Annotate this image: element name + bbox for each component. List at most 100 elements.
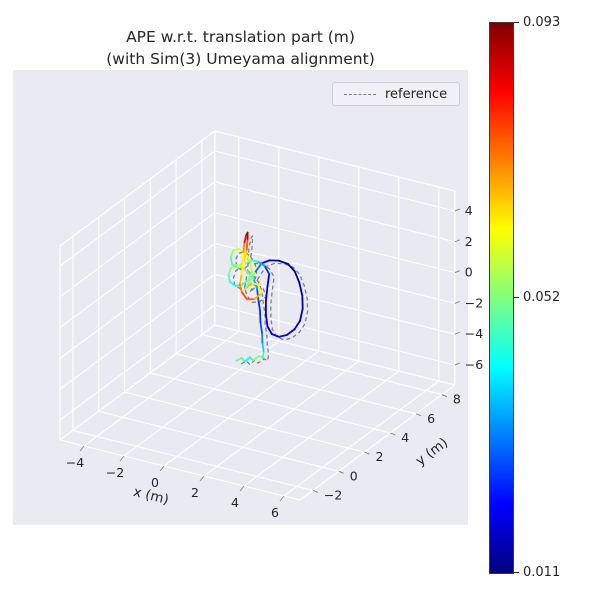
grid-line (214, 212, 455, 274)
z-tick-label: −2 (465, 295, 483, 310)
tick-mark (364, 451, 370, 455)
ape-trajectory-segment (232, 247, 240, 252)
ape-trajectory-segment (249, 259, 253, 273)
x-tick-label: 0 (151, 475, 159, 490)
grid-line (59, 273, 216, 390)
ape-trajectory-segment (254, 262, 263, 273)
pane-right (214, 131, 455, 385)
ape-trajectory-segment (266, 325, 273, 335)
grid-line (59, 181, 216, 298)
grid-line (98, 410, 339, 472)
box-edge (214, 130, 455, 192)
box-edge (59, 439, 301, 501)
tick-mark (239, 485, 245, 492)
reference-trajectory (232, 235, 309, 366)
chart-title-line1: APE w.r.t. translation part (m) (126, 28, 355, 46)
ape-trajectory-segment (245, 238, 249, 251)
grid-line (59, 242, 216, 359)
ape-trajectory-segment (264, 313, 269, 328)
ape-trajectory-segment (238, 274, 243, 286)
ape-trajectory-segment (259, 321, 263, 334)
ape-trajectory-segment (257, 299, 261, 312)
ape-trajectory-segment (299, 307, 304, 322)
ape-trajectory-segment (244, 259, 252, 265)
ape-trajectory-segment (252, 354, 261, 362)
grid-line (214, 304, 455, 366)
tick-mark (454, 270, 460, 274)
ape-trajectory-segment (253, 292, 263, 301)
ape-trajectory-segment (278, 334, 288, 338)
tick-mark (454, 362, 460, 366)
grid-line (59, 212, 216, 329)
ape-trajectory-segment (263, 264, 271, 275)
dashed-line-icon (344, 93, 376, 95)
x-tick-label: 2 (191, 485, 199, 500)
colorbar-label-max: 0.093 (523, 15, 561, 30)
chart-title-line2: (with Sim(3) Umeyama alignment) (106, 50, 375, 69)
grid-line (214, 181, 455, 243)
tick-mark (415, 413, 422, 417)
x-tick-label: 4 (231, 495, 239, 510)
z-tick-label: −4 (465, 326, 483, 341)
ape-trajectory-segment (256, 287, 260, 302)
z-tick-label: 0 (465, 265, 473, 280)
colorbar-label-min: 0.011 (523, 565, 561, 580)
ape-trajectory-segment (287, 263, 296, 273)
z-tick-label: 2 (465, 234, 473, 249)
grid-line (72, 429, 314, 491)
ape-trajectory-segment (243, 356, 251, 363)
ape-trajectory-segment (261, 341, 265, 353)
legend: reference (332, 82, 460, 106)
ape-trajectory-segment (244, 270, 257, 291)
z-tick-label: −6 (465, 357, 483, 372)
pane-bottom (60, 325, 455, 500)
x-tick-label: −4 (66, 455, 84, 470)
y-tick-label: 6 (427, 411, 435, 426)
ape-trajectory-segment (234, 283, 243, 287)
ape-trajectory-segment (242, 248, 248, 263)
ape-trajectory-segment (238, 283, 244, 294)
tick-mark (159, 465, 165, 472)
ape-trajectory-segment (240, 279, 250, 286)
tick-mark (199, 475, 205, 482)
ape-trajectory-segment (298, 281, 304, 297)
y-tick-label: −2 (324, 487, 342, 502)
ape-trajectory-segment (270, 333, 281, 338)
chart-title: APE w.r.t. translation part (m) (with Si… (13, 26, 468, 71)
colorbar-tick-mid (514, 297, 519, 299)
grid-line (163, 350, 320, 467)
grid-line (203, 360, 360, 477)
x-tick-label: 6 (271, 505, 279, 520)
grid-line (175, 353, 417, 415)
grid-line (59, 304, 216, 421)
ape-trajectory-segment (227, 273, 231, 283)
legend-label: reference (385, 86, 448, 102)
ape-trajectory-segment (260, 259, 271, 265)
tick-mark (119, 455, 125, 462)
tick-mark (79, 445, 85, 452)
box-edge (59, 324, 216, 441)
ape-trajectory-segment (240, 263, 244, 277)
ape-trajectory-segment (264, 285, 269, 302)
z-tick-label: 4 (465, 203, 473, 218)
ape-trajectory-segment (247, 270, 253, 282)
ape-trajectory-segment (256, 260, 266, 267)
tick-mark (338, 470, 344, 474)
colorbar-tick-min (514, 572, 519, 574)
grid-line (214, 150, 455, 212)
tick-mark (279, 495, 285, 502)
ape-trajectory-segment (241, 291, 249, 301)
tick-mark (454, 300, 460, 304)
grid-line (150, 372, 391, 434)
ape-trajectory-segment (229, 249, 235, 259)
grid-line (124, 391, 365, 453)
ape-trajectory-segment (277, 259, 289, 265)
ape-trajectory-segment (231, 263, 239, 269)
tick-mark (312, 489, 319, 493)
ape-trajectory-segment (229, 256, 234, 266)
grid-line (283, 380, 440, 497)
grid-line (243, 370, 400, 487)
ape-trajectory-segment (261, 350, 265, 359)
